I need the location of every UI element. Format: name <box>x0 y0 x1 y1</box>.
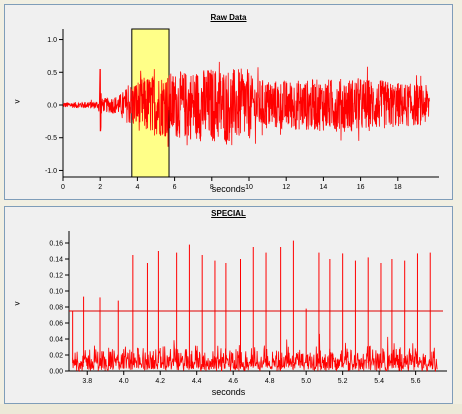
special-y-tick-label: 0.06 <box>49 321 63 328</box>
special-baseline-line <box>72 333 438 373</box>
raw-data-xlabel: seconds <box>211 184 246 194</box>
special-x-tick-label: 5.0 <box>301 378 311 385</box>
raw-data-title: Raw Data <box>210 13 247 22</box>
raw-x-tick-label: 4 <box>135 184 139 191</box>
raw-data-chart[interactable]: 0 2 4 6 8 10 12 14 16 18 1.0 0.5 0.0 -0.5 -1.0 <box>5 5 452 199</box>
raw-x-tick-label: 10 <box>245 184 253 191</box>
special-x-tick-label: 5.2 <box>338 378 348 385</box>
raw-x-tick-label: 0 <box>61 184 65 191</box>
special-y-tick-label: 0.00 <box>49 369 63 376</box>
raw-x-tick-label: 8 <box>210 184 214 191</box>
raw-x-tick-label: 14 <box>320 184 328 191</box>
special-x-tick-label: 4.0 <box>119 378 129 385</box>
raw-y-tick-label: 0.5 <box>47 70 57 77</box>
raw-y-tick-label: -1.0 <box>45 168 57 175</box>
special-y-tick-label: 0.08 <box>49 305 63 312</box>
special-panel: 3.8 4.0 4.2 4.4 4.6 4.8 5.0 5.2 5.4 5.6 0.16 0.14 0.… <box>4 206 453 404</box>
special-y-tick-label: 0.04 <box>49 337 63 344</box>
special-x-tick-label: 4.4 <box>192 378 202 385</box>
raw-y-tick-label: 1.0 <box>47 37 57 44</box>
special-x-tick-label: 4.6 <box>228 378 238 385</box>
special-chart[interactable]: 3.8 4.0 4.2 4.4 4.6 4.8 5.0 5.2 5.4 5.6 0.16 0.14 0.… <box>5 207 452 403</box>
raw-data-panel: 0 2 4 6 8 10 12 14 16 18 1.0 0.5 0.0 -0.5 -1.0 Raw Dat… <box>4 4 453 200</box>
special-x-tick-label: 5.4 <box>374 378 384 385</box>
raw-y-tick-label: 0.0 <box>47 103 57 110</box>
raw-y-tick-label: -0.5 <box>45 135 57 142</box>
special-y-tick-label: 0.02 <box>49 353 63 360</box>
raw-x-tick-label: 16 <box>357 184 365 191</box>
special-y-tick-label: 0.14 <box>49 257 63 264</box>
raw-x-tick-label: 12 <box>282 184 290 191</box>
special-x-tick-label: 5.6 <box>411 378 421 385</box>
special-ylabel: v <box>12 301 22 306</box>
special-x-tick-label: 3.8 <box>82 378 92 385</box>
raw-x-tick-label: 2 <box>98 184 102 191</box>
special-title: SPECIAL <box>211 209 246 218</box>
special-xlabel: seconds <box>211 387 246 397</box>
raw-data-signal-line <box>62 61 430 147</box>
special-y-tick-label: 0.10 <box>49 289 63 296</box>
raw-x-tick-label: 18 <box>394 184 402 191</box>
window-bottom-edge <box>0 404 462 414</box>
special-x-tick-label: 4.2 <box>155 378 165 385</box>
raw-x-tick-label: 6 <box>173 184 177 191</box>
raw-data-ylabel: v <box>12 99 22 104</box>
special-y-tick-label: 0.16 <box>49 241 63 248</box>
special-y-tick-label: 0.12 <box>49 273 63 280</box>
special-x-tick-label: 4.8 <box>265 378 275 385</box>
